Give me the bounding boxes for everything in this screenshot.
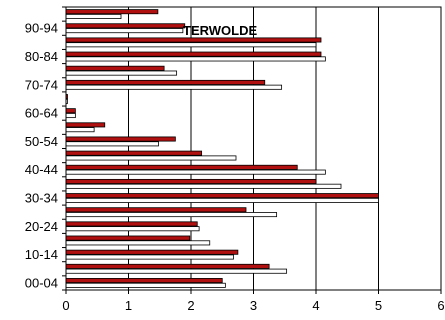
bar-series-1 [65, 23, 186, 29]
bar-series-2 [65, 28, 184, 34]
bar-series-2 [65, 169, 326, 175]
plot-frame [65, 6, 442, 291]
bar-series-2 [65, 212, 278, 218]
bar-series-1 [65, 235, 191, 241]
bar-series-2 [65, 113, 76, 119]
bar-series-1 [65, 108, 76, 114]
x-tick-label: 1 [125, 298, 132, 313]
x-tick-label: 5 [375, 298, 382, 313]
bar-series-2 [65, 127, 95, 133]
x-tick-label: 4 [312, 298, 319, 313]
bar-series-1 [65, 150, 203, 156]
y-tick-label: 00-04 [25, 275, 58, 290]
chart-title: TERWOLDE [183, 23, 257, 38]
bar-series-1 [65, 65, 165, 71]
y-tick-label: 60-64 [25, 106, 58, 121]
bar-series-1 [65, 178, 317, 184]
x-tick-label: 3 [250, 298, 257, 313]
bar-series-2 [65, 268, 288, 274]
x-tick-label: 6 [437, 298, 444, 313]
bar-series-1 [65, 51, 322, 57]
bar-series-1 [65, 207, 247, 213]
bar-series-2 [65, 141, 159, 147]
bar-series-1 [65, 278, 223, 284]
bar-series-2 [65, 13, 122, 19]
bar-series-2 [65, 155, 237, 161]
y-tick-label: 90-94 [25, 21, 58, 36]
bar-series-2 [65, 240, 211, 246]
bar-series-1 [65, 263, 270, 269]
y-tick-label: 20-24 [25, 219, 58, 234]
bar-series-2 [65, 42, 317, 48]
bar-series-1 [65, 37, 322, 43]
bar-series-2 [65, 282, 226, 288]
bar-series-1 [65, 9, 159, 15]
bar-series-1 [65, 136, 176, 142]
y-tick-label: 70-74 [25, 77, 58, 92]
y-tick-label: 30-34 [25, 191, 58, 206]
y-tick-label: 80-84 [25, 49, 58, 64]
bar-series-2 [65, 226, 200, 232]
bar-series-1 [65, 249, 239, 255]
bar-series-1 [65, 79, 266, 85]
bar-series-1 [65, 122, 106, 128]
bar-series-1 [65, 164, 298, 170]
y-tick-label: 40-44 [25, 162, 58, 177]
bar-series-2 [65, 197, 379, 203]
x-tick-label: 2 [187, 298, 194, 313]
y-tick-label: 10-14 [25, 247, 58, 262]
bar-series-2 [65, 254, 234, 260]
bar-series-2 [65, 84, 283, 90]
x-tick-label: 0 [62, 298, 69, 313]
y-tick-label: 50-54 [25, 134, 58, 149]
bar-series-2 [65, 183, 342, 189]
bar-series-1 [65, 221, 198, 227]
bar-series-2 [65, 56, 326, 62]
bar-series-1 [65, 193, 379, 199]
bar-series-2 [65, 70, 178, 76]
